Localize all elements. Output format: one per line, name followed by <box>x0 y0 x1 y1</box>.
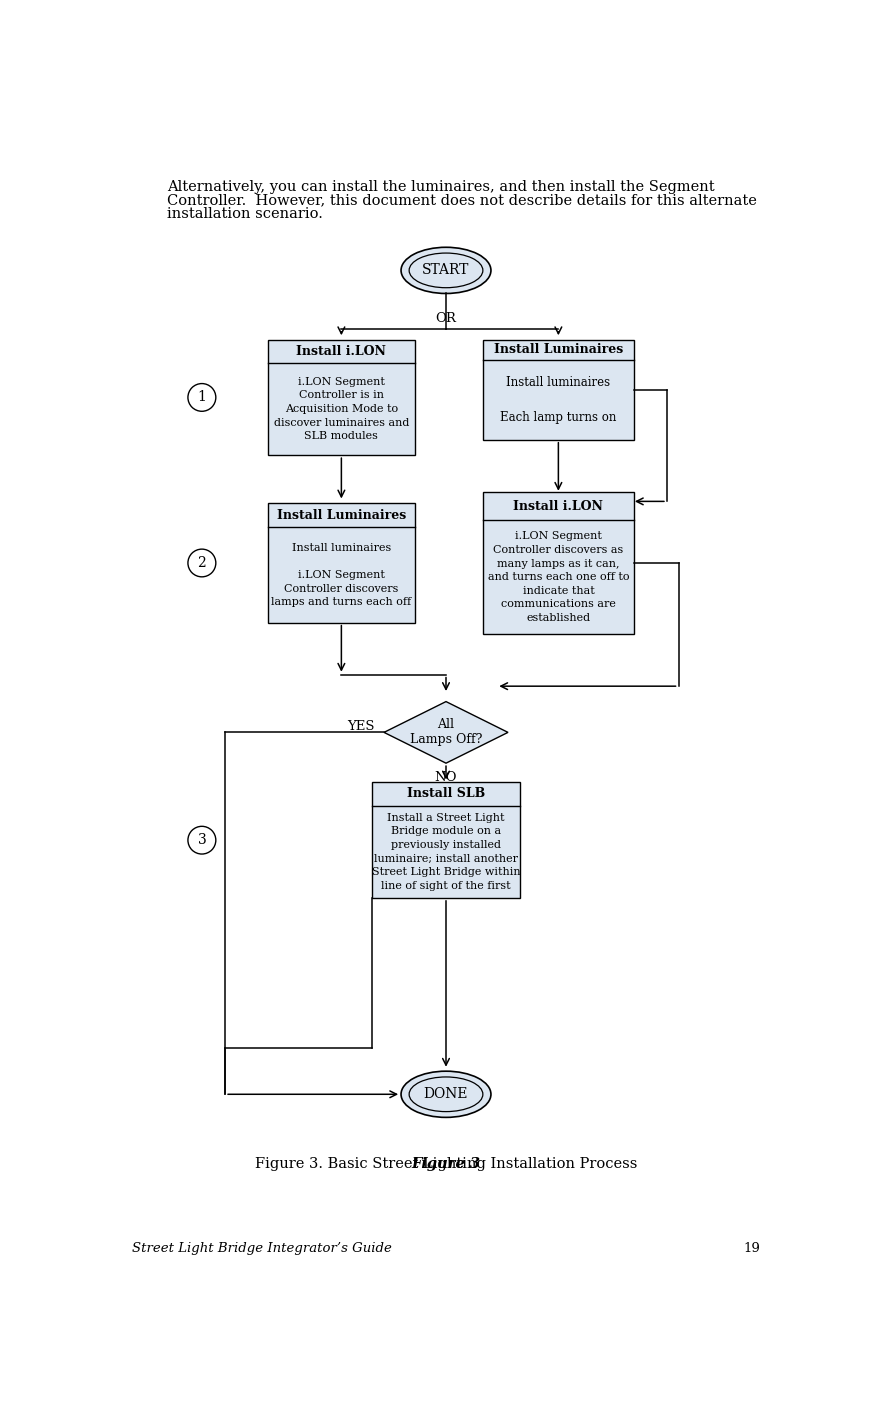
Text: i.LON Segment
Controller is in
Acquisition Mode to
discover luminaires and
SLB m: i.LON Segment Controller is in Acquisiti… <box>273 377 409 441</box>
Text: Install i.LON: Install i.LON <box>513 499 604 512</box>
Text: All
Lamps Off?: All Lamps Off? <box>410 718 483 746</box>
Text: Controller.  However, this document does not describe details for this alternate: Controller. However, this document does … <box>167 193 757 207</box>
Text: Install luminaires

Each lamp turns on: Install luminaires Each lamp turns on <box>500 376 617 424</box>
Text: DONE: DONE <box>424 1087 469 1101</box>
Circle shape <box>188 549 216 578</box>
Text: NO: NO <box>435 771 457 783</box>
Text: Street Light Bridge Integrator’s Guide: Street Light Bridge Integrator’s Guide <box>132 1242 392 1254</box>
Text: 19: 19 <box>744 1242 760 1254</box>
Bar <box>483 492 634 634</box>
Text: Install Luminaires: Install Luminaires <box>277 509 406 522</box>
Circle shape <box>188 383 216 412</box>
Text: Install i.LON: Install i.LON <box>296 345 387 358</box>
Text: Figure 3. Basic Street Lighting Installation Process: Figure 3. Basic Street Lighting Installa… <box>255 1156 638 1171</box>
Text: YES: YES <box>347 719 375 732</box>
Text: Install a Street Light
Bridge module on a
previously installed
luminaire; instal: Install a Street Light Bridge module on … <box>372 813 520 891</box>
Text: installation scenario.: installation scenario. <box>167 207 323 221</box>
Text: Install luminaires

i.LON Segment
Controller discovers
lamps and turns each off: Install luminaires i.LON Segment Control… <box>271 542 411 607</box>
Text: OR: OR <box>436 312 456 325</box>
Text: Install Luminaires: Install Luminaires <box>494 343 623 356</box>
Text: Install SLB: Install SLB <box>407 788 485 800</box>
Text: Alternatively, you can install the luminaires, and then install the Segment: Alternatively, you can install the lumin… <box>167 180 714 193</box>
Text: Figure 3: Figure 3 <box>411 1156 481 1171</box>
Ellipse shape <box>401 247 491 294</box>
Bar <box>267 339 415 455</box>
Circle shape <box>188 826 216 854</box>
Text: i.LON Segment
Controller discovers as
many lamps as it can,
and turns each one o: i.LON Segment Controller discovers as ma… <box>488 532 629 623</box>
Text: START: START <box>422 264 469 277</box>
Bar <box>267 504 415 623</box>
Text: 2: 2 <box>198 556 206 570</box>
Bar <box>483 339 634 440</box>
Ellipse shape <box>401 1071 491 1117</box>
Text: 1: 1 <box>198 390 206 404</box>
Bar <box>373 782 520 898</box>
Polygon shape <box>384 701 508 763</box>
Text: 3: 3 <box>198 833 206 847</box>
